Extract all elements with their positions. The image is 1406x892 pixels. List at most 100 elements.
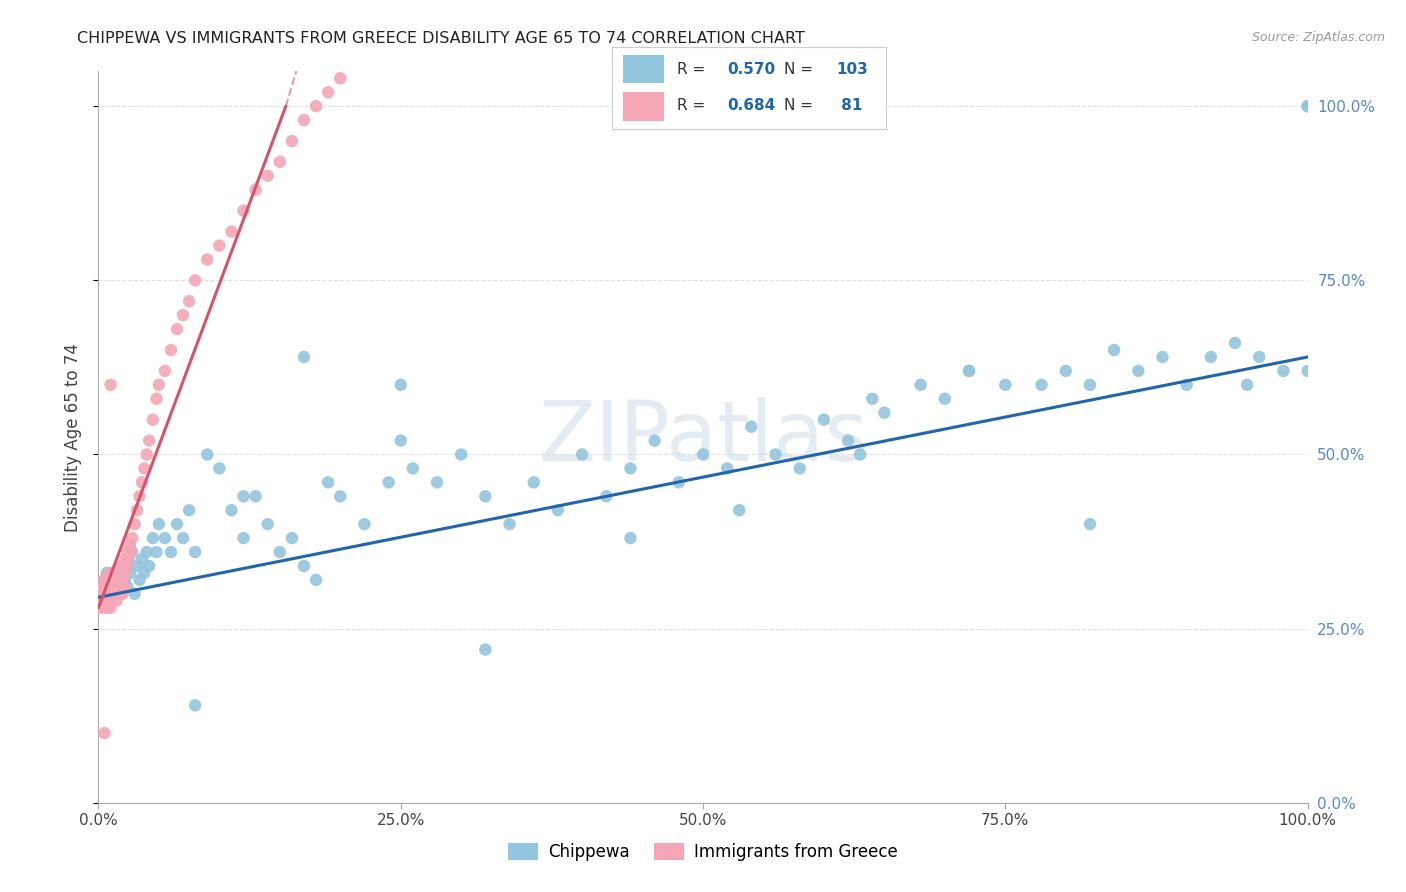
Point — [450, 448, 472, 462]
Point — [523, 475, 546, 490]
Point — [269, 155, 291, 169]
Point — [100, 600, 122, 615]
Point — [114, 573, 136, 587]
Point — [1236, 377, 1258, 392]
Point — [221, 225, 243, 239]
Point — [208, 238, 231, 252]
Point — [292, 558, 315, 573]
Point — [108, 573, 131, 587]
Point — [89, 600, 111, 615]
Point — [93, 573, 115, 587]
Point — [595, 489, 617, 503]
Point — [100, 377, 122, 392]
Point — [1272, 364, 1295, 378]
Point — [118, 566, 141, 580]
Point — [1031, 377, 1053, 392]
Point — [127, 503, 149, 517]
Point — [547, 503, 569, 517]
Point — [389, 377, 412, 392]
Point — [377, 475, 399, 490]
Point — [90, 587, 112, 601]
Point — [1249, 350, 1271, 364]
Point — [101, 587, 124, 601]
Point — [100, 580, 122, 594]
Point — [281, 531, 304, 545]
Point — [232, 203, 254, 218]
Point — [111, 587, 134, 601]
FancyBboxPatch shape — [623, 54, 664, 83]
Point — [145, 545, 167, 559]
Point — [208, 461, 231, 475]
Point — [402, 461, 425, 475]
Point — [305, 573, 328, 587]
Point — [934, 392, 956, 406]
Point — [329, 489, 352, 503]
Point — [107, 587, 129, 601]
Point — [101, 566, 124, 580]
Point — [100, 580, 122, 594]
Point — [837, 434, 859, 448]
Point — [474, 642, 496, 657]
Point — [1078, 377, 1101, 392]
Point — [148, 377, 170, 392]
Point — [93, 587, 115, 601]
Point — [93, 600, 115, 615]
Point — [292, 113, 315, 128]
Point — [166, 517, 188, 532]
Point — [281, 134, 304, 148]
Point — [160, 343, 183, 357]
Point — [179, 503, 201, 517]
Point — [114, 552, 136, 566]
Point — [221, 503, 243, 517]
Point — [100, 573, 122, 587]
Point — [619, 461, 641, 475]
Point — [103, 573, 125, 587]
Point — [402, 29, 425, 44]
Point — [91, 594, 114, 608]
Point — [389, 434, 412, 448]
Point — [110, 587, 132, 601]
Point — [105, 580, 128, 594]
Point — [849, 448, 872, 462]
Point — [873, 406, 896, 420]
Point — [127, 558, 149, 573]
Point — [994, 377, 1017, 392]
Point — [100, 587, 122, 601]
FancyBboxPatch shape — [623, 93, 664, 121]
Point — [789, 461, 811, 475]
Point — [716, 461, 738, 475]
Point — [104, 580, 127, 594]
Point — [1296, 364, 1319, 378]
Point — [118, 552, 141, 566]
Text: 103: 103 — [837, 62, 868, 77]
Point — [957, 364, 980, 378]
Text: N =: N = — [785, 98, 818, 113]
Point — [105, 594, 128, 608]
Point — [96, 573, 118, 587]
Point — [765, 448, 787, 462]
Point — [1054, 364, 1077, 378]
Point — [1296, 99, 1319, 113]
Point — [128, 573, 150, 587]
Point — [107, 566, 129, 580]
Point — [305, 99, 328, 113]
Point — [117, 545, 139, 559]
Point — [269, 545, 291, 559]
Point — [98, 566, 121, 580]
Point — [93, 573, 115, 587]
Point — [232, 489, 254, 503]
Point — [184, 545, 207, 559]
Point — [256, 517, 278, 532]
Point — [107, 580, 129, 594]
Point — [1175, 377, 1198, 392]
Y-axis label: Disability Age 65 to 74: Disability Age 65 to 74 — [65, 343, 83, 532]
Point — [860, 392, 883, 406]
Point — [124, 517, 146, 532]
Point — [153, 531, 176, 545]
Point — [117, 580, 139, 594]
Point — [105, 587, 128, 601]
Point — [108, 587, 131, 601]
Point — [619, 531, 641, 545]
Point — [245, 489, 267, 503]
Point — [377, 44, 399, 58]
